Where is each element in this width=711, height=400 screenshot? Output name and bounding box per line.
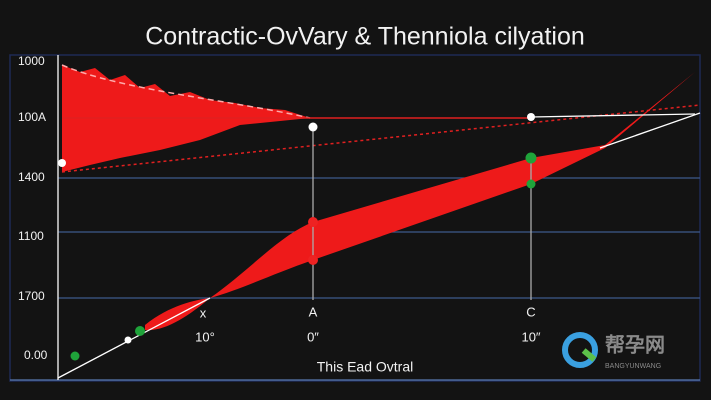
markers <box>58 113 537 361</box>
watermark-subtitle: BANGYUNWANG <box>605 363 661 370</box>
x-tick-label: 10″ <box>521 329 540 344</box>
x-tick-label: 10° <box>195 329 215 344</box>
line <box>599 112 701 149</box>
x-tick-label: A <box>309 304 318 319</box>
watermark: 帮孕网 BANGYUNWANG <box>562 332 665 370</box>
y-tick-label: 1400 <box>18 170 45 184</box>
marker <box>124 336 132 344</box>
marker <box>308 255 318 265</box>
marker <box>525 152 537 164</box>
plot-frame <box>9 54 701 382</box>
marker <box>58 159 66 167</box>
x-tick-mark: x <box>200 305 207 320</box>
x-tick-label: C <box>526 304 535 319</box>
marker <box>70 351 80 361</box>
y-tick-label: 0.00 <box>24 348 48 362</box>
marker <box>308 122 318 132</box>
line <box>530 113 696 118</box>
watermark-logo <box>581 348 597 362</box>
marker <box>527 113 535 121</box>
watermark-logo <box>562 332 598 368</box>
marker <box>526 179 536 189</box>
x-tick-labels: x 10° A 0″ C 10″ <box>195 304 541 344</box>
band-shape <box>145 72 695 331</box>
marker <box>135 326 145 336</box>
y-tick-labels: 1000 100A 1400 1100 1700 0.00 <box>18 54 48 362</box>
dashed-line <box>61 64 311 119</box>
line <box>57 297 211 379</box>
y-tick-label: 1700 <box>18 289 45 303</box>
x-tick-label: 0″ <box>307 329 319 344</box>
x-axis-label: This Ead Ovtral <box>317 359 413 375</box>
watermark-title: 帮孕网 <box>605 332 665 356</box>
y-tick-label: 1100 <box>18 229 44 243</box>
chart-title: Contractic-OvVary & Thenniola cilyation <box>145 23 585 51</box>
y-tick-label: 1000 <box>18 54 45 68</box>
marker <box>308 217 318 227</box>
y-tick-label: 100A <box>18 110 46 124</box>
